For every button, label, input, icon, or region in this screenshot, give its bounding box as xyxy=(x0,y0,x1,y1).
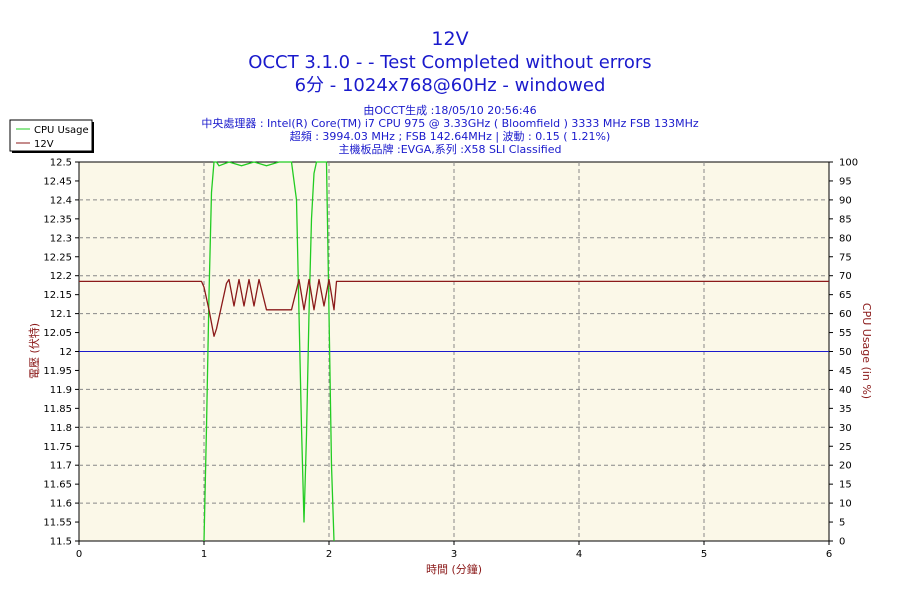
y2-tick-label: 35 xyxy=(839,404,852,415)
y-tick-label: 12 xyxy=(59,347,72,358)
grid-lines xyxy=(79,162,829,541)
series-lines xyxy=(79,161,829,542)
y-tick-label: 12.3 xyxy=(50,233,72,244)
y2-tick-label: 60 xyxy=(839,309,852,320)
y-axis-title: 電壓 (伏特) xyxy=(27,323,41,379)
y2-tick-label: 70 xyxy=(839,271,852,282)
y2-tick-label: 40 xyxy=(839,385,852,396)
chart-title: 12V xyxy=(431,28,468,50)
y-tick-label: 12.35 xyxy=(43,214,72,225)
y2-tick-label: 0 xyxy=(839,537,845,548)
x-axis-title: 時間 (分鐘) xyxy=(426,562,482,576)
y2-tick-label: 20 xyxy=(839,461,852,472)
y2-tick-label: 85 xyxy=(839,214,852,225)
y-tick-label: 11.7 xyxy=(50,461,72,472)
series-line-12v xyxy=(79,278,829,337)
info-line-motherboard: 主機板品牌 :EVGA,系列 :X58 SLI Classified xyxy=(339,142,562,156)
y2-tick-label: 75 xyxy=(839,252,852,263)
chart-subtitle-2: 6分 - 1024x768@60Hz - windowed xyxy=(295,75,606,96)
y2-tick-label: 90 xyxy=(839,195,852,206)
y2-tick-label: 10 xyxy=(839,499,852,510)
y-tick-label: 12.5 xyxy=(50,158,72,169)
y2-tick-label: 45 xyxy=(839,366,852,377)
x-tick-label: 4 xyxy=(576,549,582,560)
info-line-cpu: 中央處理器 : Intel(R) Core(TM) i7 CPU 975 @ 3… xyxy=(201,116,699,130)
y-tick-label: 12.4 xyxy=(50,195,72,206)
y2-axis-title: CPU Usage (in %) xyxy=(860,303,873,399)
y2-tick-label: 25 xyxy=(839,442,852,453)
chart-subtitle-1: OCCT 3.1.0 - - Test Completed without er… xyxy=(248,52,651,73)
y2-tick-label: 30 xyxy=(839,423,852,434)
x-tick-label: 2 xyxy=(326,549,332,560)
info-line-overclock: 超頻 : 3994.03 MHz ; FSB 142.64MHz | 波動 : … xyxy=(290,129,611,143)
legend-box xyxy=(9,119,93,152)
y2-tick-label: 15 xyxy=(839,480,852,491)
x-tick-label: 3 xyxy=(451,549,457,560)
x-tick-label: 1 xyxy=(201,549,207,560)
y-tick-label: 11.8 xyxy=(50,423,72,434)
y2-tick-label: 80 xyxy=(839,233,852,244)
info-line-generated: 由OCCT生成 :18/05/10 20:56:46 xyxy=(363,103,536,117)
y2-tick-label: 55 xyxy=(839,328,852,339)
axes: 0 1 2 3 4 5 611.511.5511.611.6511.711.7511.811… xyxy=(43,158,858,561)
series-line-cpu-usage xyxy=(203,161,335,542)
y2-tick-label: 50 xyxy=(839,347,852,358)
y-tick-label: 12.1 xyxy=(50,309,72,320)
y2-tick-label: 65 xyxy=(839,290,852,301)
y2-tick-label: 100 xyxy=(839,158,858,169)
y-tick-label: 11.55 xyxy=(43,518,72,529)
x-tick-label: 5 xyxy=(701,549,707,560)
legend-label-12v: 12V xyxy=(34,139,54,150)
y-tick-label: 12.45 xyxy=(43,176,72,187)
y-tick-label: 12.25 xyxy=(43,252,72,263)
legend: CPU Usage 12V xyxy=(9,119,94,153)
y-tick-label: 12.15 xyxy=(43,290,72,301)
y-tick-label: 12.2 xyxy=(50,271,72,282)
y-tick-label: 11.5 xyxy=(50,537,72,548)
y2-tick-label: 95 xyxy=(839,176,852,187)
y-tick-label: 11.75 xyxy=(43,442,72,453)
y-tick-label: 11.95 xyxy=(43,366,72,377)
y-tick-label: 11.6 xyxy=(50,499,72,510)
y-tick-label: 12.05 xyxy=(43,328,72,339)
x-tick-label: 0 xyxy=(76,549,82,560)
y-tick-label: 11.9 xyxy=(50,385,72,396)
legend-label-cpu-usage: CPU Usage xyxy=(34,125,89,136)
y-tick-label: 11.85 xyxy=(43,404,72,415)
y2-tick-label: 5 xyxy=(839,518,845,529)
y-tick-label: 11.65 xyxy=(43,480,72,491)
x-tick-label: 6 xyxy=(826,549,832,560)
